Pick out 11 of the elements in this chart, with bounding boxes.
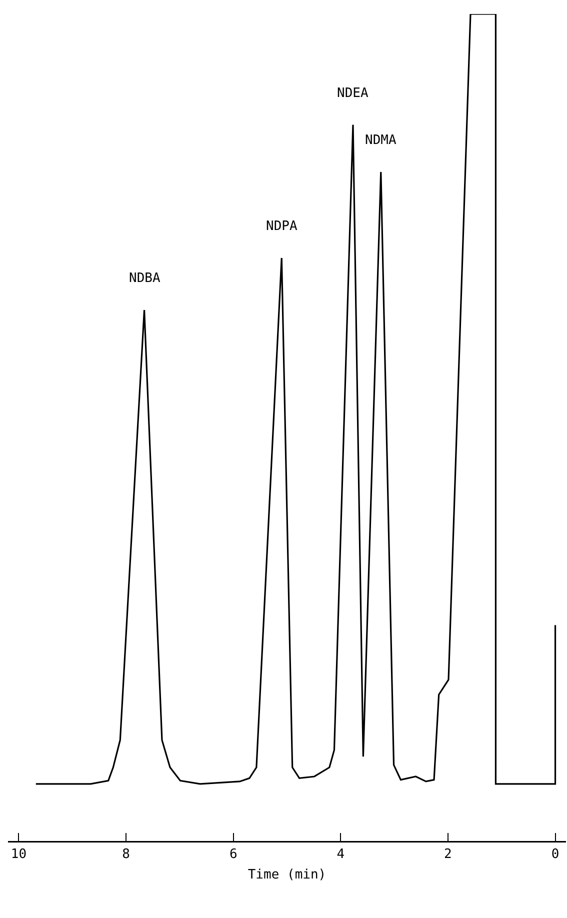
annotation: NDEA — [337, 86, 368, 101]
annotation: NDMA — [365, 133, 396, 148]
annotation: NDPA — [266, 219, 298, 234]
x-tick-label: 4 — [336, 847, 345, 862]
x-axis-title: Time (min) — [248, 867, 326, 882]
x-tick-label: 6 — [229, 847, 238, 862]
x-tick-label: 0 — [551, 847, 560, 862]
x-tick-label: 8 — [122, 847, 130, 862]
x-tick-label: 2 — [444, 847, 452, 862]
annotation: NDBA — [129, 271, 160, 286]
x-tick-label: 10 — [10, 847, 27, 862]
